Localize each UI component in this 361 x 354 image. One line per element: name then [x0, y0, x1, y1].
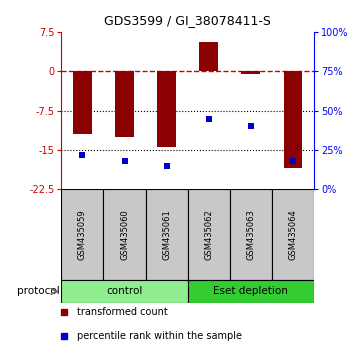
- Bar: [272, 189, 314, 280]
- Text: Eset depletion: Eset depletion: [213, 286, 288, 296]
- Bar: [283, 71, 303, 169]
- Bar: [115, 71, 134, 137]
- Bar: [61, 189, 104, 280]
- Bar: [230, 189, 272, 280]
- Text: transformed count: transformed count: [77, 307, 167, 316]
- Bar: [61, 280, 188, 303]
- Text: GDS3599 / GI_38078411-S: GDS3599 / GI_38078411-S: [104, 14, 271, 27]
- Bar: [199, 42, 218, 71]
- Text: GSM435061: GSM435061: [162, 209, 171, 260]
- Bar: [188, 280, 314, 303]
- Bar: [188, 189, 230, 280]
- Bar: [242, 71, 260, 74]
- Text: protocol: protocol: [17, 286, 59, 296]
- Text: GSM435062: GSM435062: [204, 209, 213, 260]
- Bar: [157, 71, 176, 147]
- Text: percentile rank within the sample: percentile rank within the sample: [77, 331, 242, 341]
- Bar: [145, 189, 188, 280]
- Text: GSM435064: GSM435064: [288, 209, 297, 260]
- Text: GSM435063: GSM435063: [247, 209, 255, 260]
- Bar: [104, 189, 145, 280]
- Bar: [73, 71, 92, 134]
- Text: GSM435060: GSM435060: [120, 209, 129, 260]
- Text: control: control: [106, 286, 143, 296]
- Text: GSM435059: GSM435059: [78, 210, 87, 260]
